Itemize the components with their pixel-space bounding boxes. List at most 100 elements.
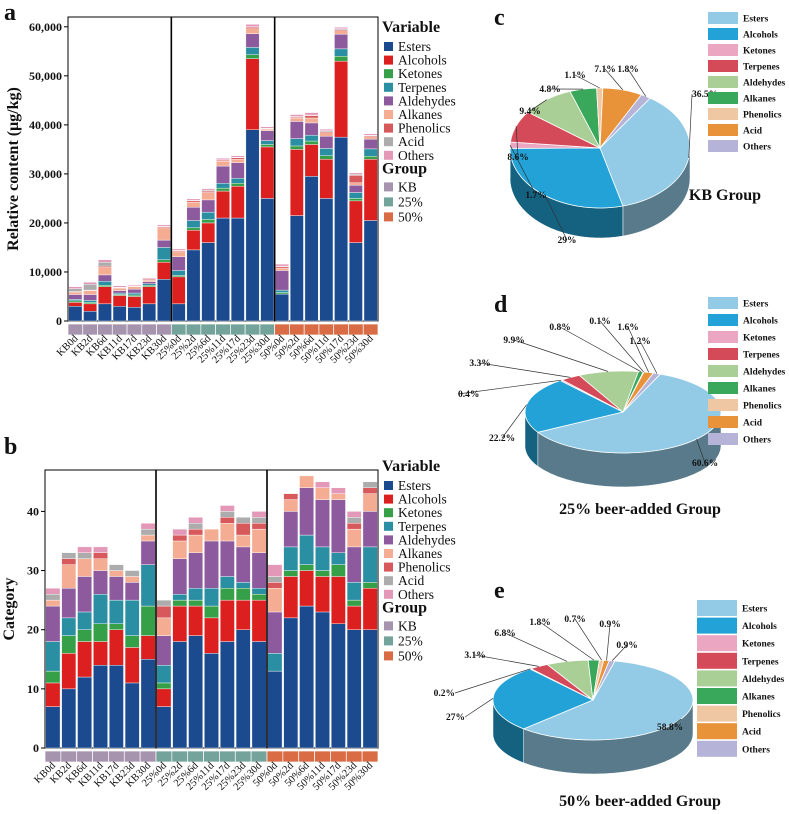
group-strip-cell [318, 323, 335, 336]
bar-others-25pct11d [216, 158, 230, 160]
legend-group-label-kb: KB [398, 179, 417, 194]
bar-others-25pct23d [245, 24, 260, 28]
bar-phenolics-50pct2d [283, 493, 299, 500]
bar-alcohols-25pct30d [260, 146, 275, 199]
bar-aldehydes-kb6d [98, 274, 112, 282]
bar-phenolics-50pct0d [267, 582, 283, 589]
bar-others-kb0d [45, 588, 61, 595]
bar-ketones-50pct11d [319, 155, 334, 160]
bar-others-kb2d [83, 282, 97, 285]
bar-acid-25pct30d [251, 517, 267, 524]
pie-legend-swatch-alcohols [708, 314, 738, 326]
bar-terpenes-50pct17d [331, 552, 346, 565]
bar-terpenes-50pct23d [349, 192, 363, 199]
y-tick-label: 0 [33, 741, 39, 755]
bar-alkanes-kb11d [112, 287, 127, 291]
bar-alkanes-kb6d [98, 267, 112, 276]
legend-label-terpenes: Terpenes [398, 519, 447, 534]
bar-terpenes-kb23d [142, 283, 157, 286]
pie-legend-swatch-terpenes [708, 60, 738, 72]
group-strip-cell [123, 750, 141, 763]
bar-terpenes-50pct11d [319, 148, 334, 156]
bar-ketones-50pct23d [346, 599, 362, 607]
bar-aldehydes-50pct17d [331, 499, 346, 554]
bar-alcohols-25pct30d [251, 599, 267, 642]
pie-value-label-alkanes: 1.8% [529, 618, 550, 628]
group-strip-cell [289, 323, 305, 336]
bar-esters-50pct11d [319, 198, 334, 322]
bar-others-25pct2d [172, 528, 188, 536]
bar-acid-25pct17d [220, 511, 235, 518]
pie-value-label-alcohols: 27% [446, 713, 465, 723]
bar-terpenes-25pct2d [186, 220, 201, 229]
bar-alkanes-kb6d [77, 558, 92, 577]
bar-phenolics-50pct23d [349, 175, 363, 183]
bar-esters-25pct2d [186, 249, 201, 322]
legend-label-ketones: Ketones [398, 66, 442, 81]
legend-label-ketones: Ketones [398, 505, 442, 520]
pie-leader-line [669, 718, 682, 728]
group-strip-cell [82, 323, 98, 336]
bar-ketones-50pct30d [362, 582, 378, 589]
legend-label-alcohols: Alcohols [398, 53, 447, 68]
bar-ketones-kb23d [124, 635, 140, 648]
bar-alkanes-50pct23d [349, 182, 363, 186]
pie-value-label-esters: 58.8% [657, 723, 683, 733]
pie-legend-swatch-acid [697, 723, 737, 740]
pie-legend-label-esters: Esters [743, 15, 769, 25]
bar-others-kb11d [112, 285, 127, 288]
bar-ketones-25pct17d [220, 588, 235, 601]
pie-leader-line [606, 623, 611, 661]
bar-esters-50pct6d [304, 176, 319, 322]
bar-terpenes-kb6d [77, 611, 92, 630]
panel-label-c: c [494, 5, 505, 31]
legend-label-terpenes: Terpenes [398, 80, 447, 95]
bar-esters-25pct30d [260, 198, 275, 322]
pie-leader-line [504, 632, 568, 662]
legend-swatch-esters [384, 481, 393, 490]
legend-label-acid: Acid [398, 134, 424, 149]
pie-legend-swatch-esters [697, 600, 737, 616]
bar-acid-kb2d [61, 552, 77, 559]
bar-ketones-25pct23d [245, 54, 260, 59]
bar-others-50pct17d [331, 487, 346, 494]
bar-alcohols-25pct0d [171, 276, 186, 305]
legend-swatch-esters [384, 42, 393, 51]
pie-legend-label-ketones: Ketones [743, 334, 776, 344]
pie-value-label-others: 0.9% [616, 641, 637, 651]
y-tick-label: 0 [56, 314, 62, 328]
group-strip-cell [330, 750, 347, 763]
bar-aldehydes-50pct30d [363, 138, 378, 150]
legend-swatch-others [384, 150, 393, 160]
bar-alcohols-25pct6d [188, 605, 203, 636]
group-strip-cell [266, 750, 284, 763]
legend-label-esters: Esters [398, 478, 431, 493]
bar-aldehydes-kb17d [127, 288, 142, 294]
bar-alkanes-kb0d [45, 599, 61, 607]
bar-ketones-25pct0d [156, 682, 172, 690]
legend-group-label-50pct: 50% [398, 209, 423, 224]
pie-legend-label-alkanes: Alkanes [743, 95, 776, 105]
pie-value-label-others: 1.2% [629, 337, 650, 347]
bar-ketones-25pct0d [171, 275, 186, 278]
bar-phenolics-50pct0d [275, 266, 289, 269]
bar-terpenes-50pct17d [334, 48, 348, 57]
pie-leader-line [515, 126, 519, 158]
bar-acid-kb6d [77, 552, 92, 559]
bar-terpenes-25pct30d [251, 588, 267, 595]
bar-ketones-25pct23d [235, 588, 251, 601]
legend-swatch-ketones [384, 69, 393, 79]
bar-others-50pct30d [363, 133, 378, 136]
pie-legend-swatch-terpenes [708, 348, 738, 360]
pie-leader-line [559, 326, 642, 373]
group-strip-cell [67, 323, 84, 336]
group-strip-cell [76, 750, 93, 763]
pie-value-label-esters: 36.5% [692, 90, 718, 100]
bar-ketones-kb0d [68, 300, 83, 303]
bar-acid-50pct0d [267, 576, 283, 583]
pie-leader-line [479, 362, 571, 378]
bar-esters-25pct17d [230, 217, 245, 322]
group-strip-cell [348, 323, 364, 336]
legend-swatch-ketones [384, 508, 393, 518]
bar-esters-25pct11d [216, 217, 230, 322]
